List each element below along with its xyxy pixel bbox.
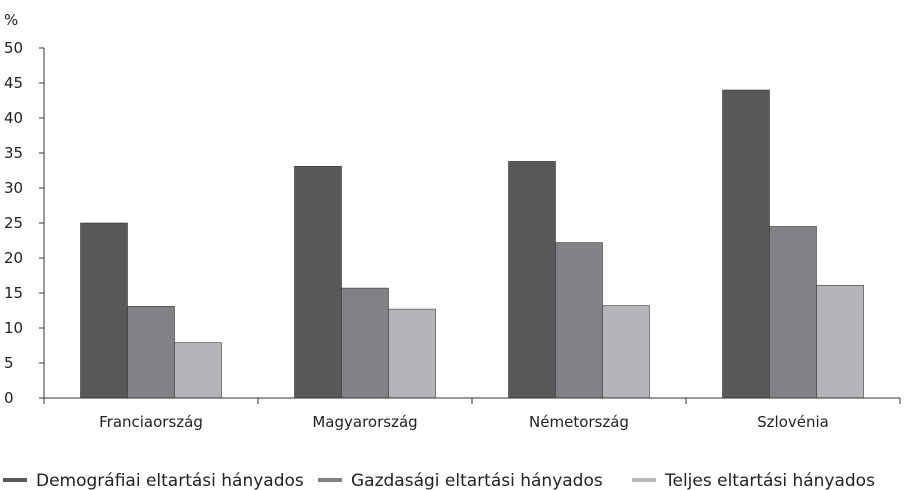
legend: Demográfiai eltartási hányados Gazdasági … [3, 471, 875, 490]
y-tick-label: 30 [4, 179, 23, 197]
y-tick-label: 50 [4, 39, 23, 57]
bar-1-3 [508, 161, 556, 399]
x-category-label: Magyarország [312, 413, 417, 431]
bar-3-2 [388, 308, 436, 399]
x-category-label: Franciaország [99, 413, 203, 431]
y-tick-label: 20 [4, 249, 23, 267]
bar-3-3 [602, 305, 650, 399]
y-tick-label: 45 [4, 74, 23, 92]
legend-swatch [318, 478, 342, 482]
bar-1-2 [294, 166, 342, 399]
legend-label: Demográfiai eltartási hányados [36, 471, 304, 490]
y-axis-unit-label: % [4, 11, 18, 29]
y-axis: 0 5 10 15 20 25 30 35 40 45 50 [4, 39, 45, 407]
legend-swatch [3, 478, 27, 482]
x-category-label: Németország [529, 413, 629, 431]
x-axis: Franciaország Magyarország Németország Szlo… [43, 397, 901, 431]
bar-1-1 [80, 222, 128, 399]
legend-item: Teljes eltartási hányados [632, 471, 875, 490]
legend-label: Teljes eltartási hányados [664, 471, 875, 490]
bar-2-4 [769, 226, 817, 399]
legend-item: Demográfiai eltartási hányados [3, 471, 304, 490]
y-tick-label: 5 [4, 354, 14, 372]
bar-3-4 [816, 284, 864, 399]
y-tick-label: 25 [4, 214, 23, 232]
x-category-label: Szlovénia [757, 413, 829, 431]
bar-2-3 [555, 242, 603, 399]
y-tick-label: 40 [4, 109, 23, 127]
legend-swatch [632, 478, 656, 482]
legend-label: Gazdasági eltartási hányados [351, 471, 603, 490]
y-tick-label: 15 [4, 284, 23, 302]
bar-2-2 [341, 287, 389, 399]
bar-2-1 [127, 305, 175, 399]
y-tick-label: 0 [4, 389, 14, 407]
y-tick-label: 35 [4, 144, 23, 162]
y-tick-label: 10 [4, 319, 23, 337]
bars-group [80, 89, 864, 399]
legend-item: Gazdasági eltartási hányados [318, 471, 603, 490]
bar-3-1 [174, 342, 222, 399]
bar-1-4 [722, 89, 770, 399]
